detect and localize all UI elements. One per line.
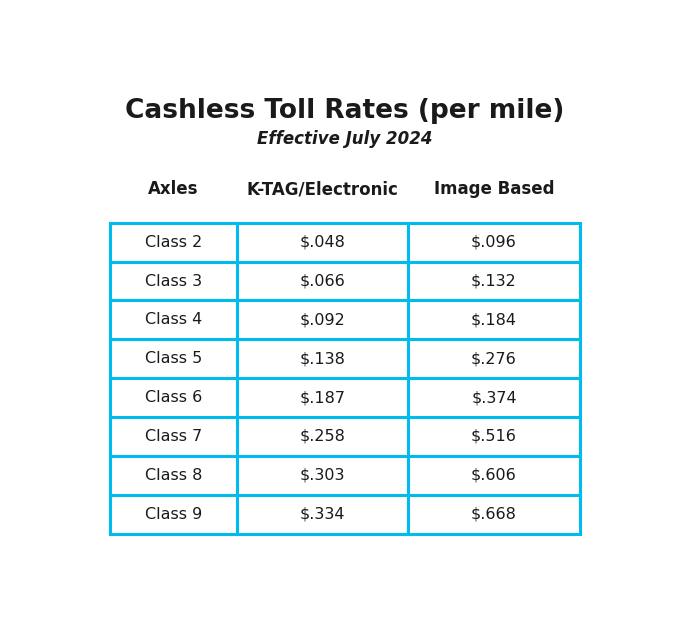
- Text: $.048: $.048: [299, 235, 345, 250]
- Text: $.092: $.092: [299, 312, 345, 327]
- Text: $.303: $.303: [300, 468, 345, 483]
- Text: Cashless Toll Rates (per mile): Cashless Toll Rates (per mile): [125, 98, 565, 124]
- Text: Effective July 2024: Effective July 2024: [257, 130, 433, 148]
- Text: K-TAG/Electronic: K-TAG/Electronic: [247, 180, 398, 198]
- Text: Axles: Axles: [148, 180, 199, 198]
- Text: Image Based: Image Based: [433, 180, 554, 198]
- Text: $.668: $.668: [471, 507, 517, 522]
- Text: $.187: $.187: [299, 390, 346, 405]
- Text: $.096: $.096: [471, 235, 517, 250]
- Text: $.138: $.138: [299, 351, 345, 366]
- Text: $.132: $.132: [471, 273, 517, 289]
- Text: Class 6: Class 6: [145, 390, 202, 405]
- Text: $.258: $.258: [299, 429, 345, 444]
- Text: Class 9: Class 9: [145, 507, 202, 522]
- Text: Class 2: Class 2: [145, 235, 202, 250]
- Text: Class 4: Class 4: [145, 312, 202, 327]
- Bar: [110, 223, 579, 533]
- Text: $.276: $.276: [471, 351, 517, 366]
- Text: Class 3: Class 3: [145, 273, 202, 289]
- Text: $.516: $.516: [471, 429, 517, 444]
- Text: Class 8: Class 8: [145, 468, 203, 483]
- Text: $.066: $.066: [299, 273, 345, 289]
- Text: $.334: $.334: [300, 507, 345, 522]
- Text: Class 5: Class 5: [145, 351, 202, 366]
- Text: Class 7: Class 7: [145, 429, 202, 444]
- Text: $.184: $.184: [471, 312, 517, 327]
- Text: $.374: $.374: [471, 390, 517, 405]
- Text: $.606: $.606: [471, 468, 517, 483]
